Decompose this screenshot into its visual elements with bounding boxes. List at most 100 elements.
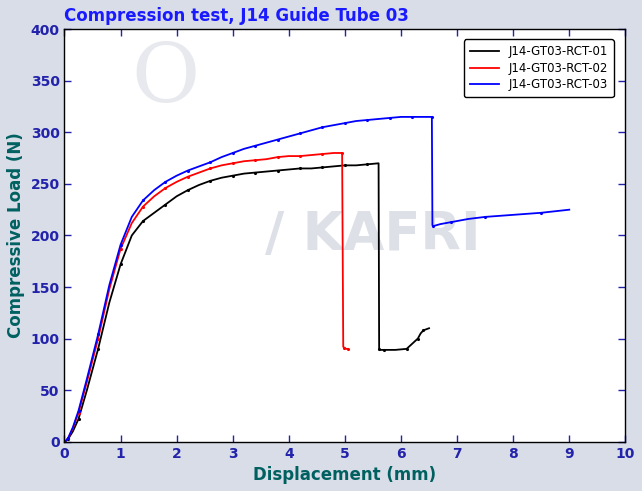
J14-GT03-RCT-02	[342, 346, 350, 352]
J14-GT03-RCT-03	[139, 197, 147, 203]
J14-GT03-RCT-02	[74, 410, 82, 416]
J14-GT03-RCT-03	[117, 242, 125, 247]
J14-GT03-RCT-02	[240, 158, 248, 164]
J14-GT03-RCT-01	[380, 347, 388, 353]
J14-GT03-RCT-01	[184, 187, 192, 193]
J14-GT03-RCT-01	[229, 173, 237, 179]
J14-GT03-RCT-03	[263, 140, 270, 146]
J14-GT03-RCT-01	[173, 193, 180, 199]
J14-GT03-RCT-01	[273, 167, 281, 173]
J14-GT03-RCT-01	[392, 347, 399, 353]
J14-GT03-RCT-01	[296, 165, 304, 171]
J14-GT03-RCT-03	[83, 376, 91, 382]
J14-GT03-RCT-03	[537, 210, 545, 216]
J14-GT03-RCT-02	[195, 169, 203, 175]
J14-GT03-RCT-03	[375, 116, 383, 122]
J14-GT03-RCT-03	[330, 122, 338, 128]
J14-GT03-RCT-03	[308, 127, 315, 133]
J14-GT03-RCT-02	[340, 344, 347, 350]
J14-GT03-RCT-01	[285, 166, 293, 172]
J14-GT03-RCT-03	[482, 214, 489, 220]
J14-GT03-RCT-01	[162, 202, 169, 208]
J14-GT03-RCT-03	[105, 282, 113, 288]
J14-GT03-RCT-01	[318, 164, 326, 170]
J14-GT03-RCT-01	[74, 416, 82, 422]
J14-GT03-RCT-01	[376, 346, 383, 352]
J14-GT03-RCT-02	[150, 193, 158, 199]
J14-GT03-RCT-03	[429, 222, 437, 228]
J14-GT03-RCT-03	[429, 223, 437, 229]
Text: Compression test, J14 Guide Tube 03: Compression test, J14 Guide Tube 03	[64, 7, 410, 25]
Line: J14-GT03-RCT-01: J14-GT03-RCT-01	[63, 162, 431, 443]
J14-GT03-RCT-03	[74, 408, 82, 413]
J14-GT03-RCT-01	[139, 218, 147, 224]
J14-GT03-RCT-03	[65, 435, 73, 440]
J14-GT03-RCT-01	[240, 171, 248, 177]
J14-GT03-RCT-03	[464, 216, 472, 222]
J14-GT03-RCT-01	[195, 182, 203, 188]
X-axis label: Displacement (mm): Displacement (mm)	[254, 466, 437, 484]
J14-GT03-RCT-03	[386, 115, 394, 121]
J14-GT03-RCT-03	[62, 437, 70, 443]
J14-GT03-RCT-03	[296, 131, 304, 136]
Y-axis label: Compressive Load (N): Compressive Load (N)	[7, 133, 25, 338]
J14-GT03-RCT-03	[447, 219, 455, 225]
J14-GT03-RCT-03	[162, 179, 169, 185]
J14-GT03-RCT-01	[83, 387, 91, 393]
J14-GT03-RCT-02	[65, 435, 73, 440]
J14-GT03-RCT-03	[420, 114, 428, 120]
J14-GT03-RCT-03	[60, 438, 68, 444]
J14-GT03-RCT-03	[509, 212, 517, 218]
J14-GT03-RCT-01	[150, 210, 158, 216]
J14-GT03-RCT-03	[173, 173, 180, 179]
J14-GT03-RCT-01	[414, 336, 422, 342]
J14-GT03-RCT-02	[285, 153, 293, 159]
J14-GT03-RCT-01	[375, 161, 383, 166]
J14-GT03-RCT-02	[162, 185, 169, 191]
J14-GT03-RCT-02	[296, 153, 304, 159]
J14-GT03-RCT-02	[308, 152, 315, 158]
J14-GT03-RCT-03	[428, 114, 436, 120]
J14-GT03-RCT-03	[94, 331, 102, 337]
J14-GT03-RCT-03	[240, 146, 248, 152]
J14-GT03-RCT-03	[352, 118, 360, 124]
J14-GT03-RCT-01	[417, 330, 424, 336]
J14-GT03-RCT-02	[173, 179, 180, 185]
J14-GT03-RCT-02	[184, 174, 192, 180]
J14-GT03-RCT-03	[69, 424, 77, 430]
J14-GT03-RCT-01	[128, 233, 135, 239]
Text: / KAFRI: / KAFRI	[265, 210, 481, 262]
J14-GT03-RCT-03	[318, 124, 326, 130]
J14-GT03-RCT-01	[408, 341, 416, 347]
J14-GT03-RCT-01	[403, 346, 410, 352]
J14-GT03-RCT-03	[195, 164, 203, 169]
J14-GT03-RCT-01	[218, 175, 225, 181]
J14-GT03-RCT-02	[263, 156, 270, 162]
Legend: J14-GT03-RCT-01, J14-GT03-RCT-02, J14-GT03-RCT-03: J14-GT03-RCT-01, J14-GT03-RCT-02, J14-GT…	[464, 39, 614, 97]
J14-GT03-RCT-01	[117, 261, 125, 267]
J14-GT03-RCT-01	[207, 178, 214, 184]
J14-GT03-RCT-01	[420, 327, 428, 333]
J14-GT03-RCT-01	[341, 163, 349, 168]
Line: J14-GT03-RCT-03: J14-GT03-RCT-03	[63, 115, 571, 443]
J14-GT03-RCT-03	[273, 136, 281, 142]
J14-GT03-RCT-02	[69, 425, 77, 431]
J14-GT03-RCT-01	[308, 165, 315, 171]
J14-GT03-RCT-03	[229, 150, 237, 156]
J14-GT03-RCT-01	[352, 163, 360, 168]
J14-GT03-RCT-01	[94, 346, 102, 352]
J14-GT03-RCT-01	[69, 428, 77, 434]
J14-GT03-RCT-02	[344, 346, 352, 352]
J14-GT03-RCT-02	[218, 163, 225, 168]
J14-GT03-RCT-01	[65, 436, 73, 441]
J14-GT03-RCT-02	[105, 286, 113, 292]
J14-GT03-RCT-03	[566, 207, 573, 213]
J14-GT03-RCT-02	[83, 379, 91, 385]
J14-GT03-RCT-01	[105, 300, 113, 305]
J14-GT03-RCT-02	[207, 165, 214, 171]
J14-GT03-RCT-02	[273, 154, 281, 160]
J14-GT03-RCT-01	[251, 169, 259, 175]
J14-GT03-RCT-02	[62, 437, 70, 443]
J14-GT03-RCT-02	[251, 157, 259, 163]
J14-GT03-RCT-02	[340, 345, 348, 351]
